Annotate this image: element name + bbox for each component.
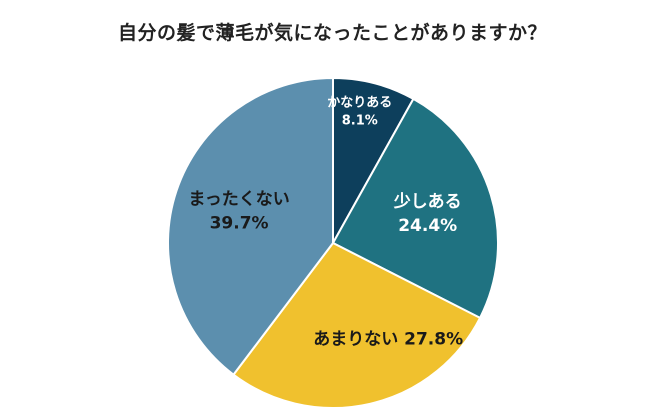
slice-label-2: 少しある xyxy=(393,192,462,212)
pie-slice-3 xyxy=(232,241,482,410)
slice-label-3: あまりない 27.8% xyxy=(313,330,463,350)
chart-title: 自分の髪で薄毛が気になったことがありますか？ xyxy=(117,22,547,44)
pie-slice-4 xyxy=(167,76,334,377)
slice-label-1: かなりある xyxy=(327,96,392,111)
slice-value-2: 24.4% xyxy=(398,216,457,236)
slice-value-1: 8.1% xyxy=(342,114,378,129)
slice-value-4: 39.7% xyxy=(210,214,269,234)
slice-label-4: まったくない xyxy=(188,190,289,210)
